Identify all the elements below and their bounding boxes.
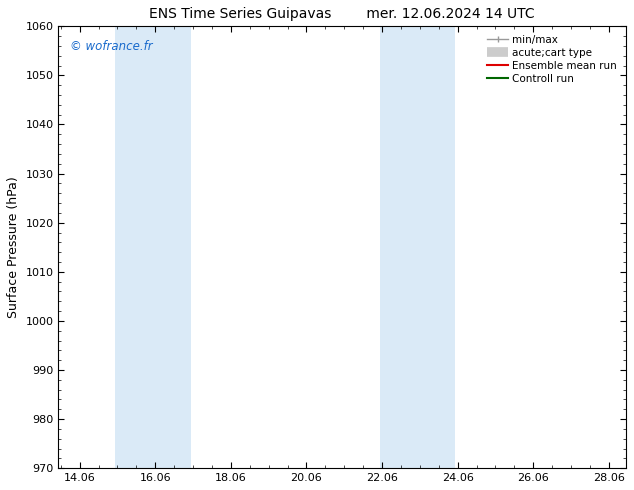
Legend: min/max, acute;cart type, Ensemble mean run, Controll run: min/max, acute;cart type, Ensemble mean … xyxy=(484,31,620,87)
Bar xyxy=(380,26,455,468)
Y-axis label: Surface Pressure (hPa): Surface Pressure (hPa) xyxy=(7,176,20,318)
Title: ENS Time Series Guipavas        mer. 12.06.2024 14 UTC: ENS Time Series Guipavas mer. 12.06.2024… xyxy=(149,7,535,21)
Bar xyxy=(115,26,191,468)
Text: © wofrance.fr: © wofrance.fr xyxy=(70,40,152,52)
